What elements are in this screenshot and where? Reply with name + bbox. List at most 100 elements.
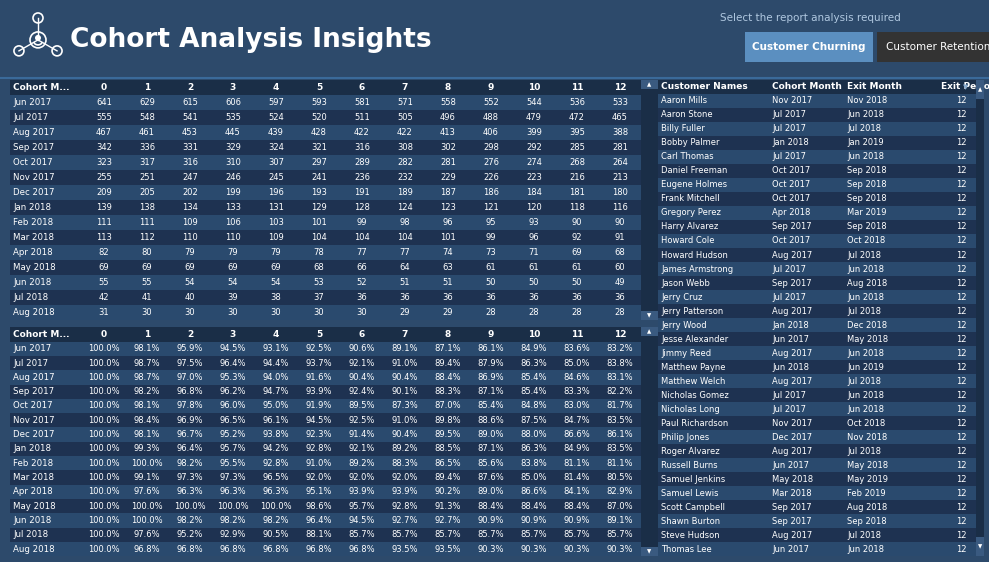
Text: 87.0%: 87.0% xyxy=(434,401,461,410)
Text: 90.3%: 90.3% xyxy=(606,545,633,554)
Text: Jan 2018: Jan 2018 xyxy=(772,138,809,147)
Text: 95: 95 xyxy=(486,218,496,227)
Text: 98.2%: 98.2% xyxy=(220,516,246,525)
Text: Jun 2018: Jun 2018 xyxy=(847,405,884,414)
Text: 93.9%: 93.9% xyxy=(392,487,418,496)
Text: 99: 99 xyxy=(486,233,496,242)
Text: Sep 2017: Sep 2017 xyxy=(772,223,812,232)
Text: 87.1%: 87.1% xyxy=(478,445,504,454)
Text: 90.1%: 90.1% xyxy=(392,387,418,396)
Text: 331: 331 xyxy=(182,143,198,152)
Text: Aaron Mills: Aaron Mills xyxy=(661,96,707,105)
Text: 100.0%: 100.0% xyxy=(132,516,163,525)
Text: 84.9%: 84.9% xyxy=(521,344,547,353)
Text: 84.1%: 84.1% xyxy=(564,487,590,496)
Text: Oct 2018: Oct 2018 xyxy=(847,237,885,246)
Text: 98.4%: 98.4% xyxy=(134,416,160,425)
Bar xyxy=(658,430,976,444)
Text: 61: 61 xyxy=(529,264,539,273)
Text: 89.1%: 89.1% xyxy=(606,516,633,525)
Bar xyxy=(658,178,976,192)
Text: Jerry Patterson: Jerry Patterson xyxy=(661,307,723,316)
Bar xyxy=(658,472,976,486)
Bar xyxy=(10,428,642,442)
Text: 92: 92 xyxy=(572,233,583,242)
Text: 12: 12 xyxy=(955,447,966,456)
Text: 112: 112 xyxy=(139,233,155,242)
Text: 85.6%: 85.6% xyxy=(478,459,504,468)
Text: 88.3%: 88.3% xyxy=(392,459,418,468)
Text: May 2019: May 2019 xyxy=(847,475,888,484)
Text: 116: 116 xyxy=(612,203,628,212)
Text: 12: 12 xyxy=(614,83,626,92)
Text: Oct 2018: Oct 2018 xyxy=(847,419,885,428)
Text: 90: 90 xyxy=(615,218,625,227)
Text: 96.8%: 96.8% xyxy=(220,545,246,554)
Text: 86.1%: 86.1% xyxy=(478,344,504,353)
Text: 63: 63 xyxy=(443,264,453,273)
Text: Jul 2018: Jul 2018 xyxy=(847,251,881,260)
Text: Jun 2018: Jun 2018 xyxy=(13,516,51,525)
Text: 51: 51 xyxy=(443,278,453,287)
Text: 71: 71 xyxy=(529,248,539,257)
Text: 298: 298 xyxy=(483,143,498,152)
Text: Feb 2019: Feb 2019 xyxy=(847,489,885,498)
Text: 73: 73 xyxy=(486,248,496,257)
Text: Sep 2018: Sep 2018 xyxy=(847,223,886,232)
Text: 85.4%: 85.4% xyxy=(521,373,547,382)
Text: 555: 555 xyxy=(96,113,112,122)
Text: 87.1%: 87.1% xyxy=(478,387,504,396)
Text: 289: 289 xyxy=(354,158,370,167)
Text: 113: 113 xyxy=(96,233,112,242)
Text: 96.2%: 96.2% xyxy=(220,387,246,396)
Text: 50: 50 xyxy=(529,278,539,287)
Text: 96.3%: 96.3% xyxy=(220,487,246,496)
Text: Jul 2018: Jul 2018 xyxy=(847,307,881,316)
Text: Jul 2018: Jul 2018 xyxy=(847,447,881,456)
Text: 96.1%: 96.1% xyxy=(263,416,289,425)
Text: 97.5%: 97.5% xyxy=(177,359,203,368)
Text: 38: 38 xyxy=(271,293,281,302)
Text: 90.4%: 90.4% xyxy=(392,373,418,382)
Text: 552: 552 xyxy=(483,98,498,107)
Text: Jan 2018: Jan 2018 xyxy=(772,320,809,329)
Text: 12: 12 xyxy=(955,110,966,119)
Bar xyxy=(658,528,976,542)
Bar xyxy=(10,528,642,542)
Text: 96.8%: 96.8% xyxy=(134,545,160,554)
Text: 308: 308 xyxy=(397,143,413,152)
Text: 98.2%: 98.2% xyxy=(177,516,203,525)
Text: 103: 103 xyxy=(268,218,284,227)
Text: 406: 406 xyxy=(483,128,498,137)
Text: 79: 79 xyxy=(185,248,195,257)
Text: 66: 66 xyxy=(357,264,367,273)
Text: 92.3%: 92.3% xyxy=(306,430,332,439)
Text: Oct 2017: Oct 2017 xyxy=(772,180,810,189)
Text: 292: 292 xyxy=(526,143,542,152)
Text: Sep 2018: Sep 2018 xyxy=(847,180,886,189)
Text: Aug 2017: Aug 2017 xyxy=(772,251,812,260)
Text: 520: 520 xyxy=(312,113,326,122)
Text: Jerry Cruz: Jerry Cruz xyxy=(661,293,702,302)
Text: 281: 281 xyxy=(440,158,456,167)
Text: 247: 247 xyxy=(182,173,198,182)
Text: Aug 2018: Aug 2018 xyxy=(847,279,887,288)
Text: 0: 0 xyxy=(101,330,107,339)
Text: 5: 5 xyxy=(315,330,322,339)
Text: 439: 439 xyxy=(268,128,284,137)
Bar xyxy=(642,327,658,337)
Bar xyxy=(10,456,642,470)
Text: 98.1%: 98.1% xyxy=(134,344,160,353)
Text: 85.7%: 85.7% xyxy=(520,531,547,540)
Bar xyxy=(658,192,976,206)
Text: 96.8%: 96.8% xyxy=(349,545,375,554)
Text: Mar 2019: Mar 2019 xyxy=(847,209,886,217)
Text: 82.9%: 82.9% xyxy=(606,487,633,496)
Bar xyxy=(10,80,642,95)
Text: Jun 2017: Jun 2017 xyxy=(13,98,51,107)
Text: 276: 276 xyxy=(483,158,499,167)
Text: 85.4%: 85.4% xyxy=(478,401,504,410)
Text: 85.4%: 85.4% xyxy=(521,387,547,396)
Text: May 2018: May 2018 xyxy=(772,475,813,484)
Text: Aug 2017: Aug 2017 xyxy=(772,377,812,386)
